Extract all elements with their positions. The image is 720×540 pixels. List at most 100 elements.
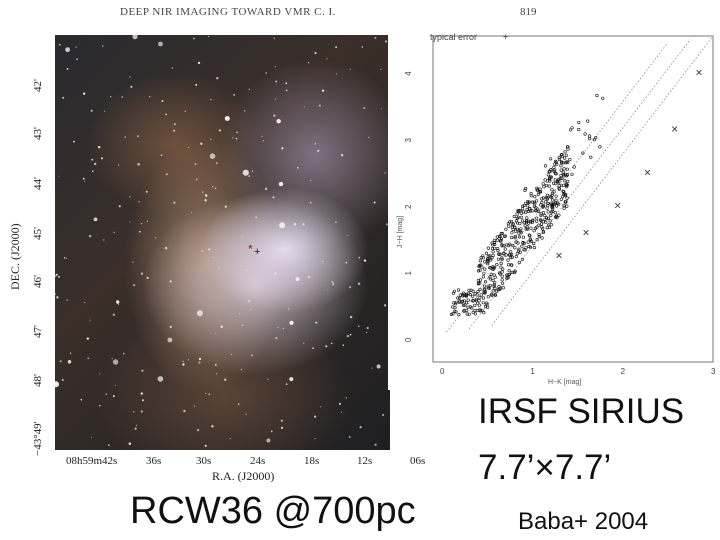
data-point bbox=[471, 299, 475, 303]
star bbox=[99, 373, 101, 375]
data-point bbox=[533, 195, 537, 199]
star bbox=[55, 381, 59, 388]
x-marker: × bbox=[555, 249, 562, 263]
data-point bbox=[477, 299, 481, 303]
data-point bbox=[500, 257, 504, 261]
star bbox=[58, 175, 60, 177]
data-point bbox=[511, 223, 515, 227]
data-point bbox=[460, 299, 465, 304]
star bbox=[224, 378, 227, 381]
data-point bbox=[478, 287, 482, 292]
star bbox=[61, 378, 64, 382]
data-point bbox=[535, 216, 539, 220]
star bbox=[248, 88, 250, 91]
data-point bbox=[463, 303, 467, 307]
star bbox=[332, 283, 335, 286]
star bbox=[66, 68, 69, 70]
data-point bbox=[513, 234, 517, 239]
star bbox=[281, 147, 284, 150]
star bbox=[93, 217, 98, 222]
data-point bbox=[552, 190, 556, 194]
data-point bbox=[550, 203, 554, 207]
star bbox=[145, 190, 148, 193]
star bbox=[204, 194, 208, 197]
star bbox=[66, 299, 68, 301]
star bbox=[86, 337, 89, 340]
data-point bbox=[516, 227, 520, 231]
data-point bbox=[465, 312, 469, 316]
star bbox=[365, 331, 368, 334]
data-point bbox=[521, 240, 525, 245]
data-point bbox=[521, 235, 525, 239]
star bbox=[173, 123, 176, 126]
data-point bbox=[498, 286, 502, 291]
star bbox=[138, 201, 140, 203]
star bbox=[229, 437, 231, 440]
data-point bbox=[528, 237, 532, 241]
star bbox=[75, 46, 77, 48]
star bbox=[146, 276, 149, 279]
data-point bbox=[462, 293, 466, 297]
star bbox=[321, 89, 325, 92]
star bbox=[91, 158, 94, 161]
data-point bbox=[566, 147, 570, 151]
data-point bbox=[479, 256, 483, 260]
reddening-line bbox=[446, 42, 669, 333]
data-point bbox=[556, 180, 560, 184]
star bbox=[336, 73, 338, 75]
data-point bbox=[457, 296, 461, 300]
data-point bbox=[513, 229, 518, 233]
data-point bbox=[511, 243, 515, 248]
data-point bbox=[464, 301, 469, 305]
data-point bbox=[535, 219, 539, 223]
star bbox=[149, 96, 151, 98]
data-point bbox=[504, 253, 508, 257]
star bbox=[327, 289, 329, 291]
data-point bbox=[513, 236, 517, 240]
data-point bbox=[554, 172, 558, 176]
y-axis-label: J−H [mag] bbox=[397, 216, 404, 248]
data-point bbox=[500, 243, 504, 247]
star bbox=[210, 138, 212, 140]
star bbox=[272, 196, 275, 199]
data-point bbox=[561, 161, 565, 165]
data-point bbox=[529, 192, 533, 196]
data-point bbox=[506, 274, 510, 278]
data-point bbox=[456, 296, 460, 300]
data-point bbox=[561, 170, 565, 174]
star-field: * + bbox=[55, 35, 388, 447]
data-point bbox=[601, 96, 605, 100]
data-point bbox=[526, 200, 530, 204]
star bbox=[218, 129, 222, 132]
star bbox=[83, 92, 86, 95]
data-point bbox=[559, 168, 563, 172]
dec-tick-label: −43°49' bbox=[32, 421, 44, 456]
star bbox=[182, 363, 185, 366]
data-point bbox=[529, 226, 533, 230]
data-point bbox=[549, 223, 553, 227]
data-point bbox=[466, 305, 470, 309]
data-point bbox=[539, 219, 543, 223]
data-point bbox=[522, 248, 526, 252]
data-point bbox=[539, 212, 543, 216]
data-point bbox=[563, 150, 567, 154]
data-point bbox=[527, 233, 531, 237]
data-point bbox=[559, 173, 563, 178]
ra-tick-label: 12s bbox=[357, 455, 373, 467]
y-tick-label: 0 bbox=[404, 337, 413, 342]
data-point bbox=[554, 198, 558, 202]
data-point bbox=[549, 213, 553, 218]
star bbox=[261, 135, 263, 137]
data-point bbox=[524, 246, 528, 250]
data-point bbox=[524, 186, 528, 191]
star bbox=[248, 175, 251, 178]
instrument-caption: IRSF SIRIUS bbox=[478, 392, 685, 431]
data-point bbox=[466, 298, 470, 302]
data-point bbox=[510, 263, 514, 267]
data-point bbox=[502, 234, 507, 238]
star bbox=[363, 259, 367, 262]
dec-axis-title: DEC. (J2000) bbox=[8, 223, 22, 290]
data-point bbox=[545, 226, 549, 230]
star bbox=[201, 250, 204, 252]
data-point bbox=[541, 204, 545, 208]
